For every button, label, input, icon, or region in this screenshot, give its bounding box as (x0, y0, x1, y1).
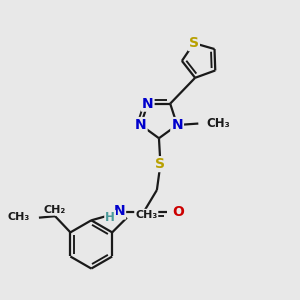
Text: CH₃: CH₃ (135, 210, 158, 220)
Text: N: N (142, 97, 154, 111)
Text: S: S (189, 36, 199, 50)
Text: O: O (172, 205, 184, 219)
Text: CH₃: CH₃ (8, 212, 30, 222)
Text: S: S (155, 157, 165, 171)
Text: N: N (113, 205, 125, 218)
Text: N: N (171, 118, 183, 132)
Text: CH₂: CH₂ (44, 205, 66, 215)
Text: CH₃: CH₃ (207, 117, 230, 130)
Text: H: H (105, 211, 115, 224)
Text: N: N (135, 118, 147, 132)
